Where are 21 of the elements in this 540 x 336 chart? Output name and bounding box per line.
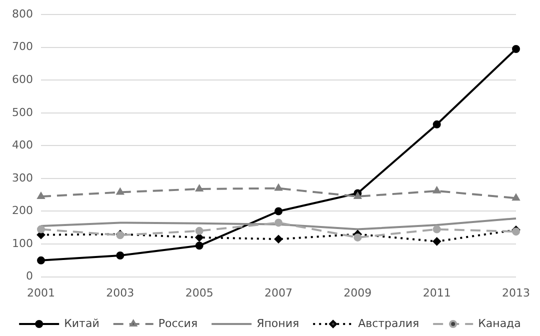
- y-tick-label: 300: [12, 171, 33, 184]
- legend-label: Канада: [478, 316, 521, 330]
- x-tick-label: 2003: [106, 286, 134, 300]
- x-tick-label: 2013: [502, 286, 530, 300]
- y-tick-label: 200: [12, 204, 33, 218]
- legend-label: Австралия: [358, 316, 420, 330]
- x-tick-label: 2011: [422, 286, 451, 300]
- y-tick-label: 600: [12, 73, 33, 86]
- y-tick-label: 400: [12, 138, 33, 152]
- x-tick-label: 2005: [185, 286, 214, 300]
- x-tick-label: 2007: [264, 286, 292, 300]
- legend-label: Япония: [256, 316, 300, 330]
- y-tick-label: 100: [12, 236, 33, 250]
- y-tick-label: 0: [26, 270, 33, 283]
- x-tick-label: 2001: [26, 286, 55, 300]
- legend-label: Россия: [158, 316, 198, 330]
- y-tick-label: 700: [12, 40, 33, 54]
- y-tick-label: 500: [12, 106, 33, 119]
- y-tick-label: 800: [12, 7, 33, 20]
- x-tick-label: 2009: [344, 286, 372, 300]
- legend-label: Китай: [64, 316, 100, 330]
